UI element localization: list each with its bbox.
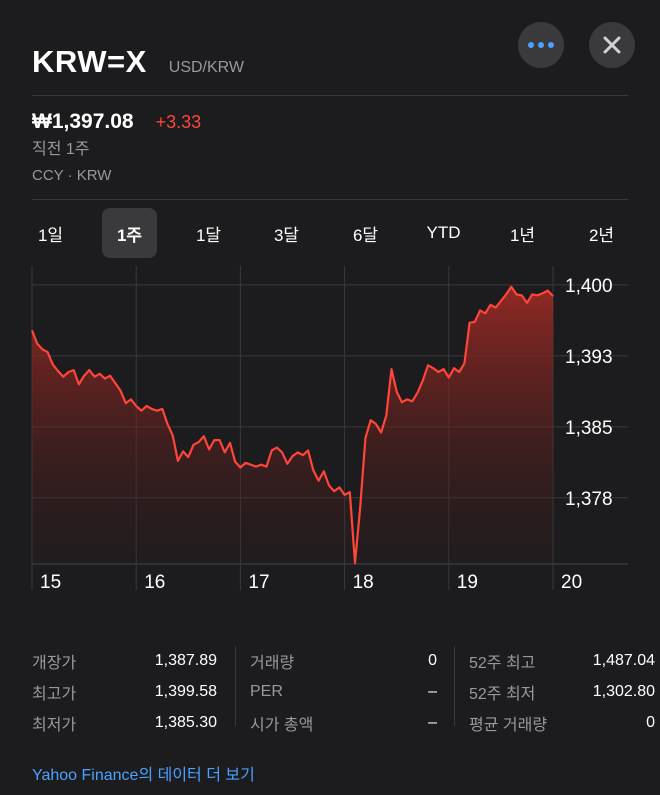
x-tick-label: 18 [353, 572, 374, 592]
stat-label: 최고가 [32, 685, 77, 703]
price-row: ₩1,397.08 +3.33 [32, 110, 201, 134]
price-change: +3.33 [155, 112, 202, 132]
currency-pair: USD/KRW [168, 59, 245, 76]
stat-52w-low: 52주 최저 1,302.80 [469, 676, 655, 707]
stat-label: PER [250, 682, 283, 700]
chart-price-line [30, 285, 554, 565]
stat-low: 최저가 1,385.30 [32, 707, 217, 738]
y-tick-label: 1,393 [565, 347, 613, 368]
period-label: 직전 1주 [32, 141, 90, 158]
stats-column-1: 개장가 1,387.89 최고가 1,399.58 최저가 1,385.30 [32, 645, 217, 738]
stat-label: 최저가 [32, 716, 77, 734]
x-tick-label: 19 [457, 572, 478, 592]
range-tabs: 1일 1주 1달 3달 6달 YTD 1년 2년 [0, 208, 660, 258]
tab-1y[interactable]: 1년 [509, 225, 536, 245]
close-button[interactable] [589, 22, 635, 68]
y-tick-label: 1,378 [565, 489, 613, 510]
current-price: ₩1,397.08 [32, 110, 134, 133]
stats-column-2: 거래량 0 PER – 시가 총액 – [250, 645, 437, 738]
tab-1d[interactable]: 1일 [37, 225, 64, 245]
stat-value: 1,302.80 [592, 682, 655, 700]
stat-volume: 거래량 0 [250, 645, 437, 676]
stat-label: 개장가 [32, 654, 77, 672]
tab-ytd[interactable]: YTD [426, 223, 461, 242]
header: KRW=X USD/KRW [32, 44, 244, 80]
stat-label: 평균 거래량 [469, 716, 548, 734]
stats-column-3: 52주 최고 1,487.04 52주 최저 1,302.80 평균 거래량 0 [469, 645, 655, 738]
stat-market-cap: 시가 총액 – [250, 707, 437, 738]
tab-6m[interactable]: 6달 [352, 225, 379, 245]
stat-52w-high: 52주 최고 1,487.04 [469, 645, 655, 676]
stat-value: – [428, 713, 437, 731]
stat-avg-volume: 평균 거래량 0 [469, 707, 655, 738]
yahoo-finance-link[interactable]: Yahoo Finance의 데이터 더 보기 [32, 767, 255, 784]
stat-open: 개장가 1,387.89 [32, 645, 217, 676]
column-separator [454, 646, 455, 726]
ticker-symbol: KRW=X [32, 44, 147, 79]
divider [32, 199, 628, 200]
tab-3m[interactable]: 3달 [273, 225, 300, 245]
divider [32, 95, 628, 96]
x-tick-label: 20 [561, 572, 582, 592]
y-tick-label: 1,400 [565, 276, 613, 297]
ellipsis-icon [528, 42, 554, 48]
stat-label: 52주 최고 [469, 654, 536, 672]
x-tick-label: 16 [144, 572, 165, 592]
stat-label: 시가 총액 [250, 716, 314, 734]
stat-value: 1,387.89 [154, 651, 217, 669]
price-chart[interactable]: 1,400 1,393 1,385 1,378 15 16 17 18 19 20 [0, 262, 660, 592]
stat-high: 최고가 1,399.58 [32, 676, 217, 707]
stat-label: 52주 최저 [469, 685, 536, 703]
exchange-label: CCY · KRW [32, 167, 112, 184]
stat-per: PER – [250, 676, 437, 707]
close-icon [603, 36, 621, 54]
stat-value: 0 [428, 651, 437, 669]
stat-value: 0 [646, 713, 655, 731]
stat-value: 1,385.30 [154, 713, 217, 731]
column-separator [235, 646, 236, 726]
stat-value: 1,487.04 [592, 651, 655, 669]
tab-1w[interactable]: 1주 [102, 208, 157, 258]
more-button[interactable] [518, 22, 564, 68]
tab-2y[interactable]: 2년 [588, 225, 615, 245]
stat-label: 거래량 [250, 654, 295, 672]
chart-area-fill [32, 286, 553, 564]
x-tick-label: 15 [40, 572, 61, 592]
stat-value: – [428, 682, 437, 700]
y-tick-label: 1,385 [565, 418, 613, 439]
stat-value: 1,399.58 [154, 682, 217, 700]
x-tick-label: 17 [248, 572, 269, 592]
tab-1m[interactable]: 1달 [195, 225, 222, 245]
